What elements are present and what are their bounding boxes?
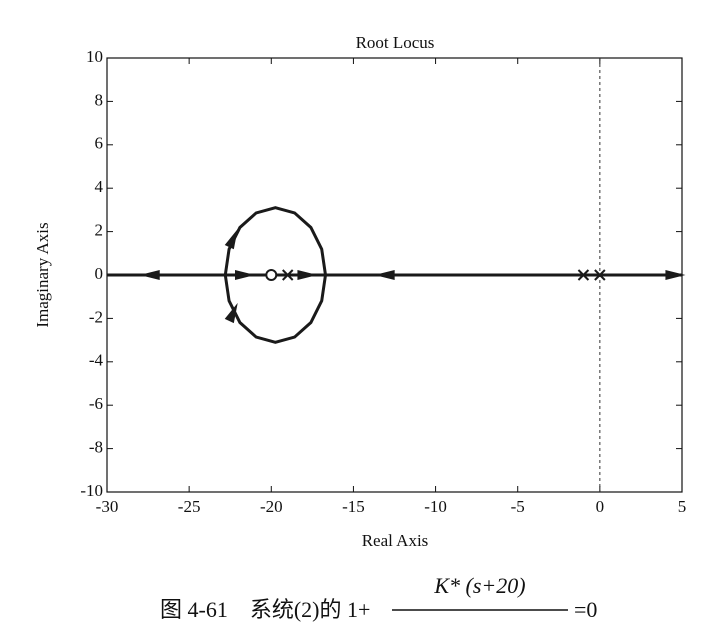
y-tick-label: 2: [95, 221, 104, 240]
chart-title: Root Locus: [356, 33, 435, 52]
y-tick-label: 0: [95, 264, 104, 283]
x-tick-label: 5: [678, 497, 687, 516]
direction-arrow: [665, 270, 686, 280]
y-tick-label: -8: [89, 438, 103, 457]
y-tick-label: 6: [95, 134, 104, 153]
locus-line: [223, 206, 327, 344]
caption-prefix: 图 4-61 系统(2)的 1+: [160, 597, 370, 622]
pole-marker: [282, 269, 294, 281]
direction-arrow: [235, 270, 255, 280]
y-tick-label: 4: [95, 177, 104, 196]
x-tick-label: -5: [511, 497, 525, 516]
x-tick-label: 0: [596, 497, 605, 516]
caption-numerator: K* (s+20): [433, 573, 525, 598]
x-tick-label: -20: [260, 497, 283, 516]
zero-marker: [265, 269, 278, 281]
direction-arrow: [224, 229, 238, 250]
x-axis-label: Real Axis: [362, 531, 429, 550]
y-tick-label: -2: [89, 307, 103, 326]
direction-arrow: [297, 270, 318, 280]
x-tick-label: -30: [96, 497, 119, 516]
x-tick-label: -10: [424, 497, 447, 516]
pole-marker: [594, 269, 606, 281]
y-tick-label: 10: [86, 47, 103, 66]
x-tick-label: -25: [178, 497, 201, 516]
direction-arrow: [139, 270, 160, 280]
direction-arrow: [224, 302, 238, 324]
direction-arrow: [374, 270, 395, 280]
caption-suffix: =0: [574, 597, 597, 622]
y-tick-label: 8: [95, 90, 104, 109]
y-axis-label: Imaginary Axis: [33, 222, 52, 327]
y-tick-label: -4: [89, 351, 104, 370]
y-tick-label: -10: [80, 481, 103, 500]
x-tick-label: -15: [342, 497, 365, 516]
y-tick-label: -6: [89, 394, 103, 413]
pole-marker: [577, 269, 590, 281]
